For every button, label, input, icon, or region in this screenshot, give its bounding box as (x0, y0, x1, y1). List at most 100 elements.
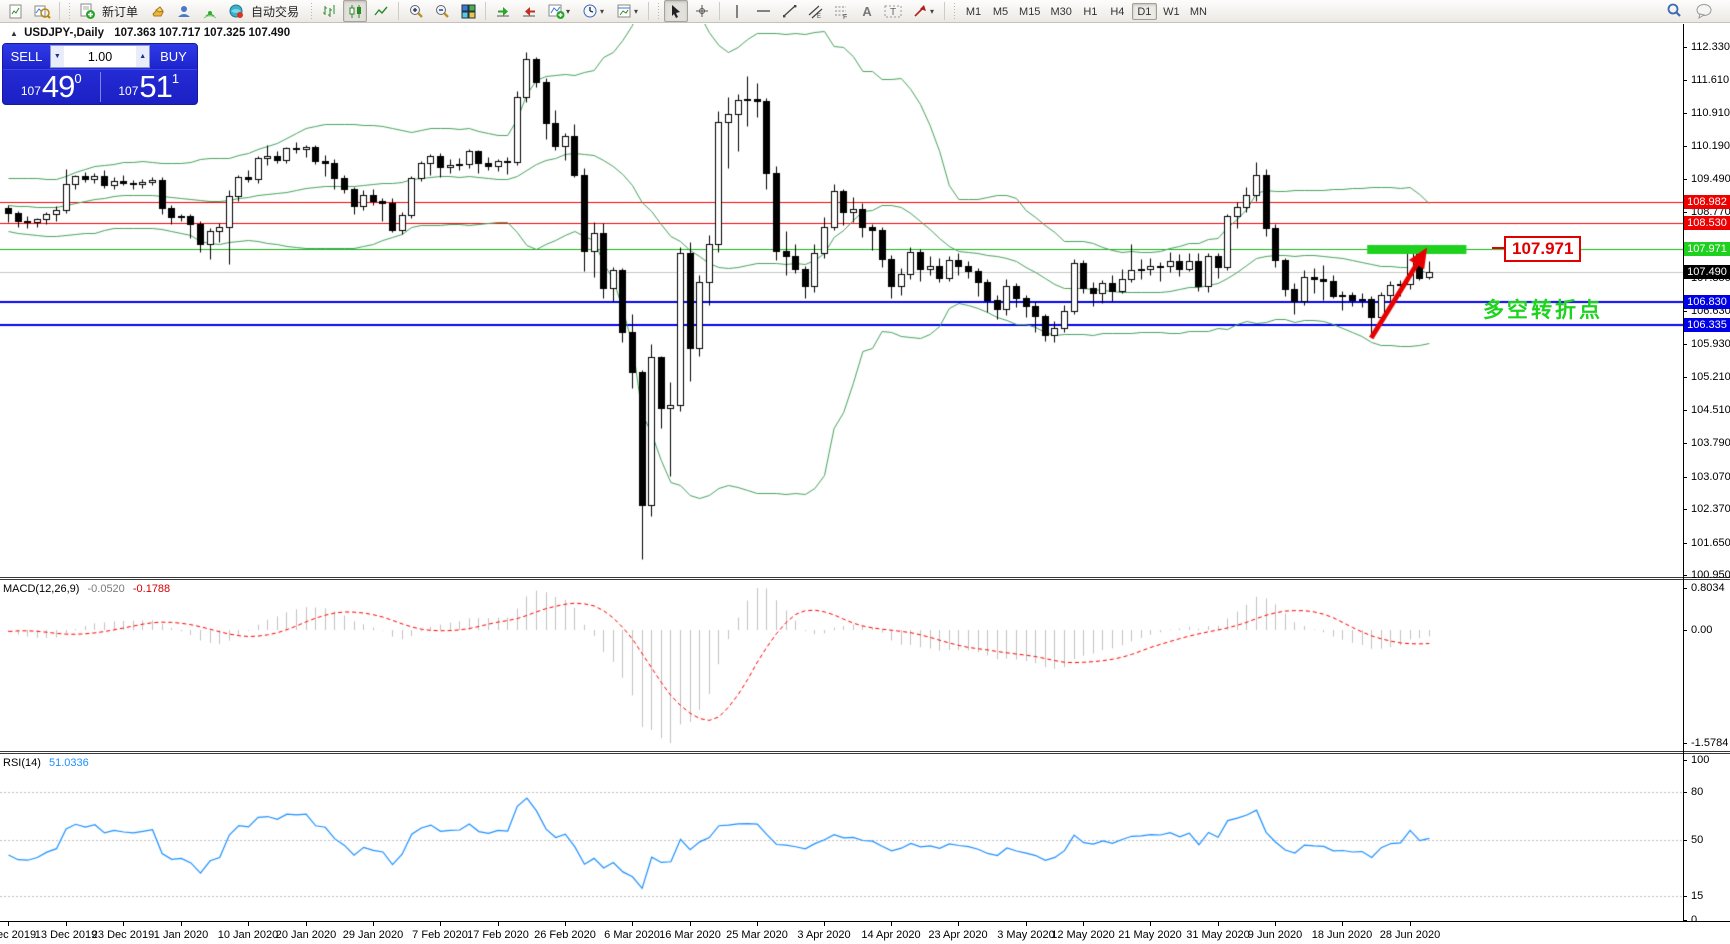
text-label-icon[interactable]: T (881, 0, 905, 22)
community-icon[interactable] (172, 0, 196, 22)
tile-windows-icon[interactable] (456, 0, 480, 22)
new-chart-icon[interactable] (4, 0, 28, 22)
axis-tick-mark (1683, 212, 1687, 213)
new-order-icon[interactable] (75, 0, 99, 22)
pane-separator[interactable] (0, 751, 1730, 752)
pane-separator[interactable] (0, 577, 1730, 578)
one-click-trading-panel: SELL ▼ ▲ BUY 107 49 0 107 51 1 (2, 43, 198, 105)
volume-input[interactable] (63, 46, 137, 67)
timeframe-button-m1[interactable]: M1 (961, 3, 986, 20)
new-order-label[interactable]: 新订单 (102, 4, 139, 19)
date-tick-label: 18 Jun 2020 (1311, 929, 1373, 941)
pivot-annotation-text[interactable]: 多空转折点 (1483, 299, 1603, 322)
horizontal-line-icon[interactable] (751, 0, 775, 22)
price-tick-label: 111.610 (1691, 74, 1730, 86)
date-tick-mark (757, 922, 758, 926)
profiles-icon[interactable] (30, 0, 54, 22)
macd-indicator-canvas[interactable] (0, 580, 1683, 751)
rsi-value: 51.0336 (48, 757, 89, 769)
date-tick-label: 13 Dec 2019 (34, 929, 98, 941)
price-level-badge: 107.971 (1684, 242, 1730, 256)
main-chart-canvas[interactable] (0, 24, 1683, 578)
price-axis-border (1683, 24, 1684, 921)
rsi-indicator-canvas[interactable] (0, 754, 1683, 921)
arrows-icon[interactable]: ▾ (907, 0, 939, 22)
cursor-icon[interactable] (664, 0, 689, 22)
date-tick-label: 20 Jan 2020 (275, 929, 337, 941)
date-tick-mark (1083, 922, 1084, 926)
macd-zero-label: 0.00 (1691, 624, 1713, 637)
axis-tick-mark (1683, 896, 1687, 897)
axis-tick-mark (1683, 311, 1687, 312)
ask-handle: 107 (118, 84, 139, 98)
autotrading-label[interactable]: 自动交易 (251, 4, 300, 19)
toolbar-drag-handle[interactable] (952, 3, 957, 19)
ask-pips: 51 (139, 69, 172, 104)
bid-handle: 107 (20, 84, 41, 98)
price-divider (99, 72, 101, 102)
toolbar-separator (719, 2, 721, 20)
zoom-in-icon[interactable] (404, 0, 428, 22)
timeframe-button-w1[interactable]: W1 (1159, 3, 1184, 20)
resistance-price-label[interactable]: 107.971 (1504, 236, 1582, 262)
volume-increase-button[interactable]: ▲ (136, 46, 149, 67)
timeframe-button-m30[interactable]: M30 (1046, 3, 1075, 20)
toolbar-drag-handle[interactable] (67, 3, 71, 19)
sell-button[interactable]: SELL (3, 44, 50, 69)
date-tick-label: 7 Feb 2020 (412, 929, 468, 941)
periods-icon[interactable]: ▾ (577, 0, 609, 22)
date-tick-label: 23 Dec 2019 (91, 929, 155, 941)
chat-icon[interactable] (1692, 0, 1716, 22)
channel-icon[interactable]: E (803, 0, 827, 22)
text-icon[interactable]: A (862, 3, 872, 19)
rsi-tick-label: 0 (1691, 914, 1698, 926)
pane-separator (0, 579, 1730, 580)
axis-tick-mark (1683, 543, 1687, 544)
price-tick-label: 104.510 (1691, 404, 1730, 416)
date-tick-mark (498, 922, 499, 926)
toolbar-drag-handle[interactable] (309, 3, 314, 19)
date-tick-label: 28 Jun 2020 (1379, 929, 1441, 941)
timeframe-button-h1[interactable]: H1 (1078, 3, 1103, 20)
timeframe-button-m5[interactable]: M5 (988, 3, 1013, 20)
price-level-badge: 107.490 (1684, 265, 1730, 279)
templates-icon[interactable]: ▾ (611, 0, 643, 22)
zoom-out-icon[interactable] (430, 0, 454, 22)
search-icon[interactable] (1662, 0, 1686, 22)
price-tick-label: 103.790 (1691, 437, 1730, 449)
line-chart-icon[interactable] (369, 0, 393, 22)
date-tick-label: 6 Mar 2020 (604, 929, 660, 941)
date-tick-label: 3 Apr 2020 (797, 929, 851, 941)
auto-scroll-icon[interactable] (491, 0, 515, 22)
toolbar-drag-handle[interactable] (656, 3, 661, 19)
chart-shift-icon[interactable] (517, 0, 541, 22)
bar-chart-icon[interactable] (317, 0, 341, 22)
fibonacci-icon[interactable]: F (829, 0, 853, 22)
buy-button[interactable]: BUY (150, 44, 197, 69)
date-tick-mark (373, 922, 374, 926)
trendline-icon[interactable] (777, 0, 801, 22)
date-tick-label: 17 Feb 2020 (467, 929, 529, 941)
axis-tick-mark (1683, 509, 1687, 510)
crosshair-icon[interactable] (690, 0, 714, 22)
signals-icon[interactable] (198, 0, 222, 22)
indicators-icon[interactable]: ▾ (543, 0, 575, 22)
date-tick-label: 5 Dec 2019 (0, 929, 37, 941)
bid-price-display[interactable]: 107 49 0 (3, 70, 100, 104)
timeframe-button-m15[interactable]: M15 (1015, 3, 1044, 20)
vertical-line-icon[interactable] (725, 0, 749, 22)
date-tick-label: 10 Jan 2020 (217, 929, 279, 941)
timeframe-button-d1[interactable]: D1 (1131, 3, 1157, 21)
axis-tick-mark (1683, 377, 1687, 378)
axis-tick-mark (1683, 410, 1687, 411)
ask-price-display[interactable]: 107 51 1 (101, 70, 198, 104)
autotrading-icon[interactable] (224, 0, 248, 22)
axis-tick-mark (1683, 760, 1687, 761)
candlestick-chart-icon[interactable] (343, 0, 368, 22)
timeframe-button-h4[interactable]: H4 (1105, 3, 1130, 20)
market-watch-icon[interactable] (146, 0, 170, 22)
price-axis[interactable]: 112.330 111.610 110.910 110.190 109.490 108.7… (1683, 24, 1730, 943)
volume-decrease-button[interactable]: ▼ (51, 46, 64, 67)
timeframe-button-mn[interactable]: MN (1186, 3, 1211, 20)
